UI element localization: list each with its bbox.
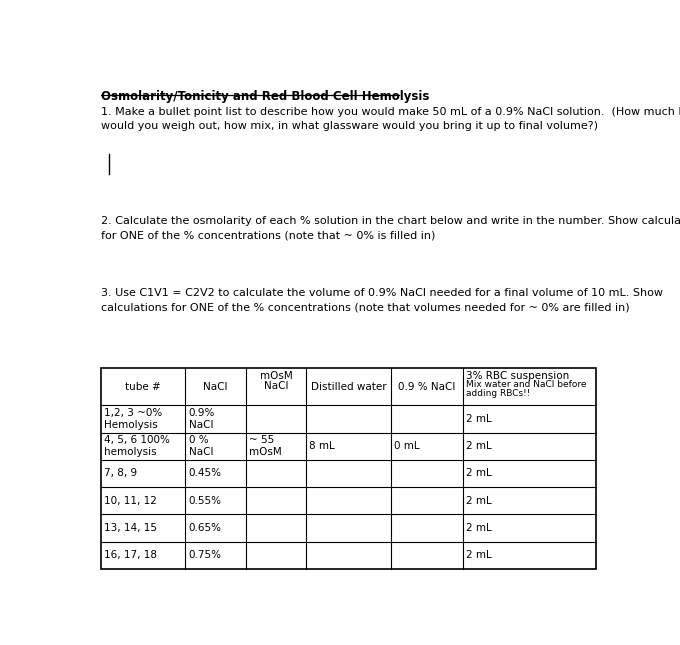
Text: 2 mL: 2 mL: [466, 468, 492, 479]
Text: 4, 5, 6 100%
hemolysis: 4, 5, 6 100% hemolysis: [104, 435, 170, 457]
Text: 1. Make a bullet point list to describe how you would make 50 mL of a 0.9% NaCl : 1. Make a bullet point list to describe …: [101, 107, 680, 131]
Text: 2 mL: 2 mL: [466, 550, 492, 561]
Text: 10, 11, 12: 10, 11, 12: [104, 496, 157, 506]
Text: 0.45%: 0.45%: [188, 468, 222, 479]
Text: mOsM: mOsM: [260, 371, 292, 381]
Text: 0.9 % NaCl: 0.9 % NaCl: [398, 382, 456, 392]
Text: 13, 14, 15: 13, 14, 15: [104, 523, 157, 533]
Text: ~ 55
mOsM: ~ 55 mOsM: [249, 435, 282, 457]
Text: 2 mL: 2 mL: [466, 523, 492, 533]
Text: 2 mL: 2 mL: [466, 414, 492, 424]
Text: NaCl: NaCl: [264, 381, 288, 391]
Text: 0 %
NaCl: 0 % NaCl: [188, 435, 213, 457]
Text: 0 mL: 0 mL: [394, 441, 420, 451]
Text: NaCl: NaCl: [203, 382, 228, 392]
Text: 1,2, 3 ~0%
Hemolysis: 1,2, 3 ~0% Hemolysis: [104, 408, 163, 430]
Text: adding RBCs!!: adding RBCs!!: [466, 389, 530, 398]
Text: 8 mL: 8 mL: [309, 441, 335, 451]
Text: tube #: tube #: [125, 382, 161, 392]
Text: Distilled water: Distilled water: [311, 382, 386, 392]
Text: 16, 17, 18: 16, 17, 18: [104, 550, 157, 561]
Text: 0.55%: 0.55%: [188, 496, 222, 506]
Text: Mix water and NaCl before: Mix water and NaCl before: [466, 381, 586, 390]
Text: 0.9%
NaCl: 0.9% NaCl: [188, 408, 215, 430]
Text: 3. Use C1V1 = C2V2 to calculate the volume of 0.9% NaCl needed for a final volum: 3. Use C1V1 = C2V2 to calculate the volu…: [101, 288, 663, 312]
Text: 0.65%: 0.65%: [188, 523, 222, 533]
Text: 3% RBC suspension: 3% RBC suspension: [466, 371, 569, 381]
Text: 2. Calculate the osmolarity of each % solution in the chart below and write in t: 2. Calculate the osmolarity of each % so…: [101, 217, 680, 241]
Text: 0.75%: 0.75%: [188, 550, 222, 561]
Text: 7, 8, 9: 7, 8, 9: [104, 468, 137, 479]
Text: 2 mL: 2 mL: [466, 441, 492, 451]
Text: Osmolarity/Tonicity and Red Blood Cell Hemolysis: Osmolarity/Tonicity and Red Blood Cell H…: [101, 90, 429, 103]
Text: 2 mL: 2 mL: [466, 496, 492, 506]
